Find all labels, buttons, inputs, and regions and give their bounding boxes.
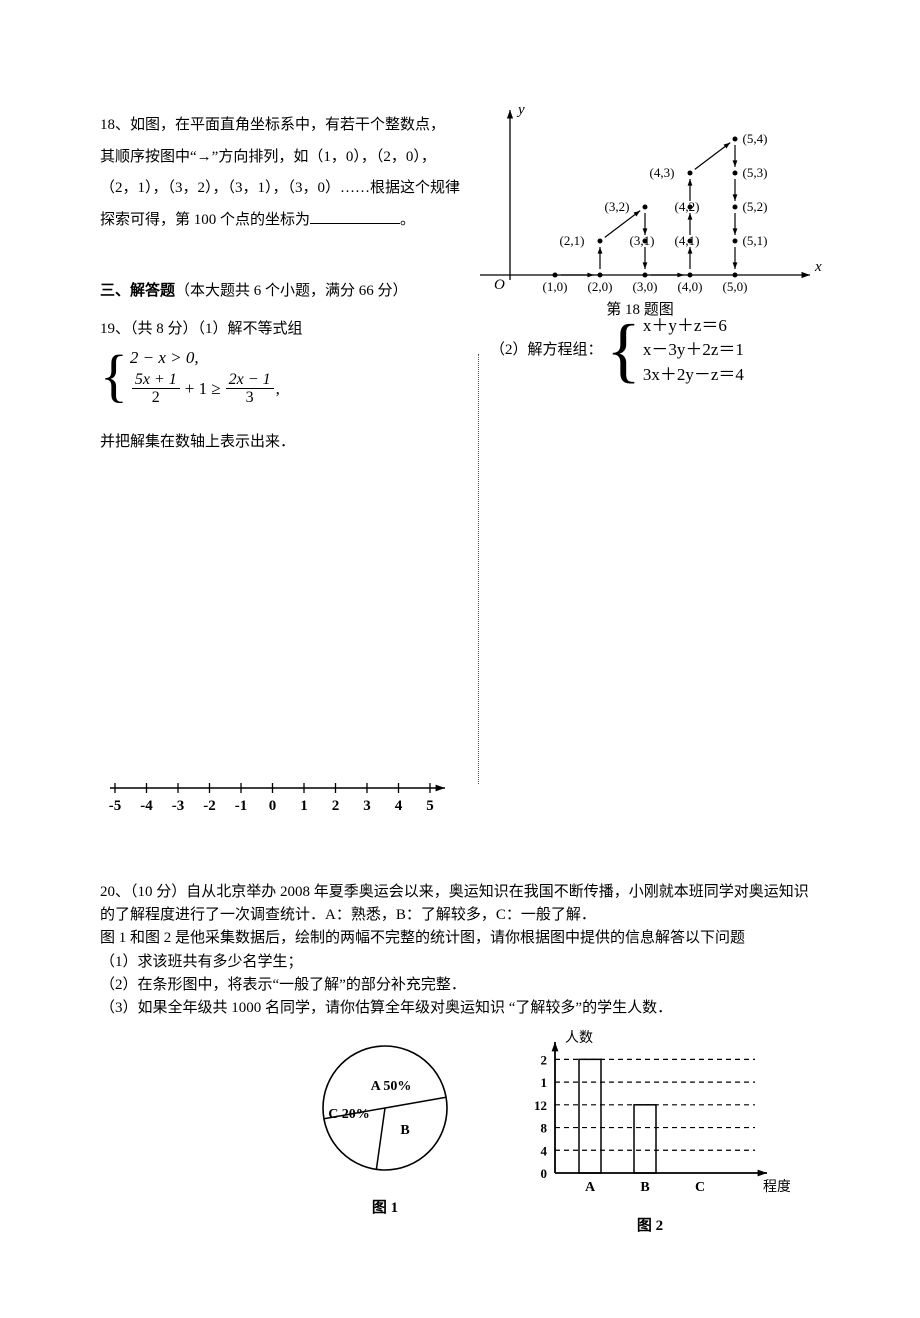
inequality-system: { 2 − x > 0, 5x + 1 2 + 1 ≥ 2x − 1 (100, 345, 280, 407)
q18-line: 探索可得，第 100 个点的坐标为 。 (100, 205, 470, 237)
svg-text:2: 2 (541, 1053, 548, 1068)
svg-text:(5,4): (5,4) (743, 131, 768, 146)
q18-line-prefix: 探索可得，第 100 个点的坐标为 (100, 212, 310, 228)
q20-line: （1）求该班共有多少名学生； (100, 951, 820, 974)
exam-page: 18、如图，在平面直角坐标系中，有若干个整数点， 其顺序按图中“→”方向排列，如… (0, 0, 920, 1318)
fraction-2: 2x − 1 3 (226, 371, 274, 407)
svg-text:5: 5 (426, 798, 434, 814)
svg-text:C: C (695, 1180, 705, 1195)
svg-text:3: 3 (363, 798, 371, 814)
pie-caption: 图 1 (310, 1193, 460, 1225)
q18-suffix: 。 (400, 212, 415, 228)
svg-text:程度: 程度 (763, 1179, 790, 1195)
svg-text:(5,1): (5,1) (743, 233, 768, 248)
svg-text:(2,1): (2,1) (560, 233, 585, 248)
q19-part2: （2）解方程组： { x＋y＋z＝6 x－3y＋2z＝1 3x＋2y－z＝4 (490, 314, 820, 388)
svg-text:-5: -5 (109, 798, 122, 814)
q20-charts: A 50%BC 20% 图 1 人数0481212ABC程度 图 2 (100, 1038, 820, 1238)
bar-chart-wrap: 人数0481212ABC程度 图 2 (510, 1028, 790, 1242)
eq-row: 3x＋2y－z＝4 (643, 363, 744, 388)
section-3-bold: 三、解答题 (100, 283, 175, 299)
bar-chart: 人数0481212ABC程度 (510, 1028, 790, 1198)
q18-line: 其顺序按图中“→”方向排列，如（1，0），（2，0）， (100, 142, 470, 174)
number-line: -5 -4 -3 -2 -1 0 1 2 3 4 5 (100, 768, 470, 831)
svg-text:4: 4 (395, 798, 403, 814)
svg-text:C 20%: C 20% (328, 1107, 370, 1122)
svg-text:B: B (640, 1180, 649, 1195)
q20: 20、（10 分）自从北京举办 2008 年夏季奥运会以来，奥运知识在我国不断传… (100, 881, 820, 1239)
svg-text:x: x (814, 259, 822, 275)
svg-text:A: A (585, 1180, 596, 1195)
q20-line: （3）如果全年级共 1000 名同学，请你估算全年级对奥运知识 “了解较多”的学… (100, 997, 820, 1020)
q18-text: 18、如图，在平面直角坐标系中，有若干个整数点， 其顺序按图中“→”方向排列，如… (100, 110, 470, 236)
bar-caption: 图 2 (510, 1211, 790, 1243)
svg-text:A 50%: A 50% (371, 1079, 412, 1094)
q19-part1: 19、（共 8 分）（1）解不等式组 { 2 − x > 0, 5x + 1 2… (100, 314, 470, 831)
svg-text:(5,0): (5,0) (723, 279, 748, 294)
svg-text:(3,1): (3,1) (630, 233, 655, 248)
svg-text:8: 8 (541, 1121, 548, 1136)
svg-text:人数: 人数 (565, 1030, 593, 1046)
svg-text:(2,0): (2,0) (588, 279, 613, 294)
section-3-rest: （本大题共 6 个小题，满分 66 分） (175, 283, 408, 299)
svg-text:(3,0): (3,0) (633, 279, 658, 294)
svg-text:(4,2): (4,2) (675, 199, 700, 214)
equation-system: { x＋y＋z＝6 x－3y＋2z＝1 3x＋2y－z＝4 (606, 314, 744, 388)
q18-line: （2，1），（3，2），（3，1），（3，0）……根据这个规律 (100, 173, 470, 205)
svg-text:-2: -2 (203, 798, 216, 814)
svg-text:0: 0 (541, 1166, 548, 1181)
svg-text:12: 12 (534, 1098, 547, 1113)
q19-lead: 19、（共 8 分）（1）解不等式组 (100, 314, 303, 346)
eq-row: x＋y＋z＝6 (643, 314, 744, 339)
svg-text:B: B (400, 1123, 409, 1138)
ineq-row-2: 5x + 1 2 + 1 ≥ 2x − 1 3 , (130, 371, 280, 407)
inequality-rows: 2 − x > 0, 5x + 1 2 + 1 ≥ 2x − 1 3 (130, 345, 280, 407)
q18-figure: x y O (1,0) (2,0) (3,0) (4,0) (5,0) (2,1) (3,1) (4… (470, 100, 830, 320)
q19: 19、（共 8 分）（1）解不等式组 { 2 − x > 0, 5x + 1 2… (100, 314, 820, 831)
svg-text:2: 2 (332, 798, 340, 814)
svg-text:-1: -1 (235, 798, 248, 814)
curly-brace-icon: { (606, 314, 641, 386)
pie-chart-wrap: A 50% B C 20% 图 1 (310, 1038, 460, 1224)
svg-text:(3,2): (3,2) (605, 199, 630, 214)
equation-rows: x＋y＋z＝6 x－3y＋2z＝1 3x＋2y－z＝4 (643, 314, 744, 388)
svg-text:(4,0): (4,0) (678, 279, 703, 294)
q20-line: 图 1 和图 2 是他采集数据后，绘制的两幅不完整的统计图，请你根据图中提供的信… (100, 927, 820, 950)
svg-text:4: 4 (541, 1144, 548, 1159)
svg-text:(4,3): (4,3) (650, 165, 675, 180)
q18: 18、如图，在平面直角坐标系中，有若干个整数点， 其顺序按图中“→”方向排列，如… (100, 110, 820, 236)
svg-text:1: 1 (300, 798, 308, 814)
curly-brace-icon: { (100, 347, 128, 405)
svg-text:-4: -4 (140, 798, 153, 814)
ineq-row-1: 2 − x > 0, (130, 345, 280, 371)
q19-left-tail: 并把解集在数轴上表示出来． (100, 427, 470, 459)
svg-text:O: O (494, 277, 505, 293)
coordinate-figure: x y O (1,0) (2,0) (3,0) (4,0) (5,0) (2,1) (3,1) (4… (470, 100, 830, 320)
ineq-middle: + 1 ≥ (185, 376, 221, 402)
eq-row: x－3y＋2z＝1 (643, 338, 744, 363)
svg-text:(5,3): (5,3) (743, 165, 768, 180)
q18-line: 18、如图，在平面直角坐标系中，有若干个整数点， (100, 110, 470, 142)
ineq-tail: , (276, 376, 280, 402)
svg-text:0: 0 (269, 798, 277, 814)
svg-text:(5,2): (5,2) (743, 199, 768, 214)
svg-text:(4,1): (4,1) (675, 233, 700, 248)
svg-text:(1,0): (1,0) (543, 279, 568, 294)
column-separator (478, 354, 479, 784)
svg-text:y: y (516, 102, 525, 118)
fraction-1: 5x + 1 2 (132, 371, 180, 407)
svg-text:1: 1 (541, 1075, 548, 1090)
pie-chart: A 50% B C 20% (310, 1038, 460, 1178)
q19-right-lead: （2）解方程组： (490, 335, 603, 367)
q20-line: 20、（10 分）自从北京举办 2008 年夏季奥运会以来，奥运知识在我国不断传… (100, 881, 820, 928)
fill-blank[interactable] (310, 206, 400, 224)
svg-text:-3: -3 (172, 798, 185, 814)
number-line-svg: -5 -4 -3 -2 -1 0 1 2 3 4 5 (100, 768, 460, 818)
q20-line: （2）在条形图中，将表示“一般了解”的部分补充完整． (100, 974, 820, 997)
